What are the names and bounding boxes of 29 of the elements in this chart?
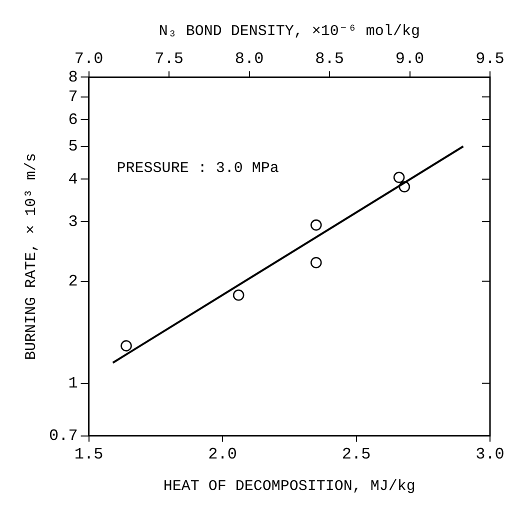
x2-tick-label: 8.5 [315,50,344,68]
y-axis-title: BURNING RATE, × 10³ m/s [22,152,40,360]
point [232,289,244,301]
y-tick-label: 2 [68,272,78,290]
y-tick-label: 3 [68,212,78,231]
x2-tick-label: 9.5 [476,50,504,68]
x-tick-label: 3.0 [476,446,504,464]
annotation: PRESSURE : 3.0 MPa [116,160,279,178]
y-tick-label: 4 [68,170,78,188]
x2-tick-label: 7.5 [154,50,184,68]
x-tick-label: 2.5 [342,446,371,464]
y-tick-label: 5 [68,138,78,156]
y-tick-label: 6 [68,110,78,129]
y-tick-label: 1 [68,374,78,393]
x-tick-label: 1.5 [74,446,104,464]
y-tick-label: 8 [68,68,78,86]
point [120,340,132,352]
x-axis-title: HEAT OF DECOMPOSITION, MJ/kg [163,478,416,495]
point [393,172,405,184]
y-tick-label: 0.7 [48,427,78,446]
x-tick-label: 2.0 [208,446,237,464]
point [310,256,322,268]
x2-tick-label: 8.0 [234,50,264,68]
x2-tick-label: 7.0 [74,50,104,68]
x2-axis-title: N₃ BOND DENSITY, ×10⁻⁶ mol/kg [158,22,420,40]
point [310,219,322,231]
point [398,181,410,192]
y-tick-label: 7 [68,88,78,106]
x2-tick-label: 9.0 [395,50,424,68]
